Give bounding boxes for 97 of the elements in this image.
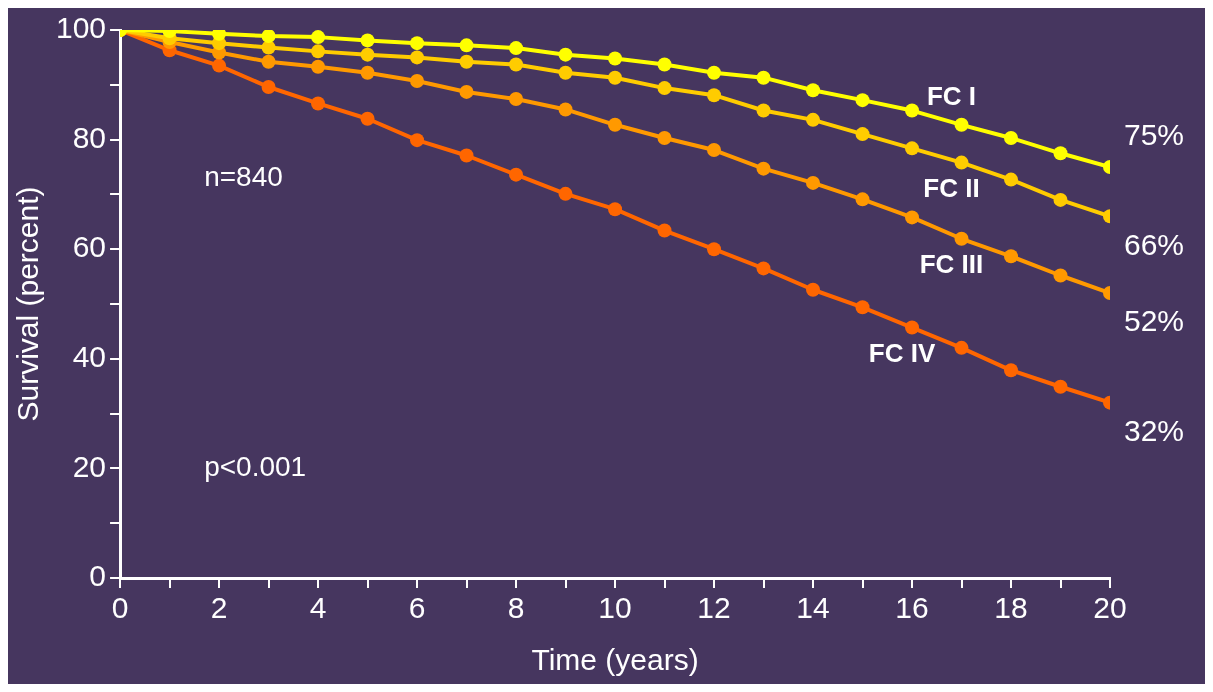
data-label: 75% [1124,118,1185,152]
point [410,50,425,65]
point [806,282,821,297]
point [410,133,425,148]
x-tick-label: 10 [598,591,632,625]
point [657,81,672,96]
point [1004,249,1019,264]
point [509,92,524,107]
point [855,192,870,207]
point [360,47,375,62]
point [558,65,573,80]
point [756,70,771,85]
point [509,57,524,72]
x-tick-label: 8 [507,591,525,625]
point [1004,172,1019,187]
series-label: FC I [926,80,977,111]
point [855,93,870,108]
point [261,30,276,44]
x-tick-label: 4 [309,591,327,625]
point [410,73,425,88]
series-label: FC III [919,248,984,279]
x-axis-title: Time (years) [531,643,699,677]
point [855,127,870,142]
point [905,320,920,335]
data-label: 66% [1124,227,1185,261]
point [311,30,326,45]
point [459,38,474,53]
point [311,96,326,111]
point [1053,268,1068,283]
point [756,261,771,276]
x-tick-label: 14 [796,591,830,625]
point [707,65,722,80]
point [855,300,870,315]
y-axis-title: Survival (percent) [11,186,45,422]
point [806,175,821,190]
point [954,117,969,132]
point [657,130,672,145]
point [261,54,276,69]
x-tick-label: 18 [994,591,1028,625]
point [1004,130,1019,145]
y-tick-label: 100 [55,11,107,45]
x-tick-label: 6 [408,591,426,625]
annotation: n=840 [204,160,283,192]
x-tick-label: 20 [1093,591,1127,625]
point [509,41,524,56]
point [707,242,722,257]
y-tick-label: 80 [72,120,107,154]
point [756,103,771,118]
point [360,65,375,80]
point [806,112,821,127]
point [707,143,722,158]
point [459,148,474,163]
point [459,84,474,99]
point [360,111,375,126]
point [905,103,920,118]
series-label: FC II [923,172,980,203]
point [756,161,771,176]
point [954,340,969,355]
annotation: p<0.001 [204,451,307,483]
point [509,167,524,182]
y-tick-label: 60 [72,230,107,264]
point [558,102,573,117]
point [657,57,672,72]
point [1053,192,1068,207]
point [954,231,969,246]
point [459,54,474,69]
point [261,79,276,94]
point [608,51,623,66]
series-label: FC IV [868,337,936,368]
x-tick-label: 16 [895,591,929,625]
data-label: 32% [1124,413,1185,447]
point [1053,379,1068,394]
data-label: 52% [1124,304,1185,338]
point [1004,363,1019,378]
y-tick-label: 40 [72,340,107,374]
point [905,141,920,156]
point [707,88,722,103]
y-tick-label: 0 [89,559,107,593]
point [311,59,326,74]
point [608,117,623,132]
y-tick-label: 20 [72,449,107,483]
point [558,47,573,62]
point [410,36,425,51]
point [954,155,969,170]
x-tick-label: 2 [210,591,228,625]
point [806,83,821,98]
point [657,223,672,238]
point [608,202,623,217]
point [558,186,573,201]
x-tick-label: 0 [111,591,129,625]
point [311,44,326,59]
point [608,70,623,85]
point [360,33,375,48]
point [212,58,227,73]
point [905,210,920,225]
point [1053,146,1068,161]
x-tick-label: 12 [697,591,731,625]
